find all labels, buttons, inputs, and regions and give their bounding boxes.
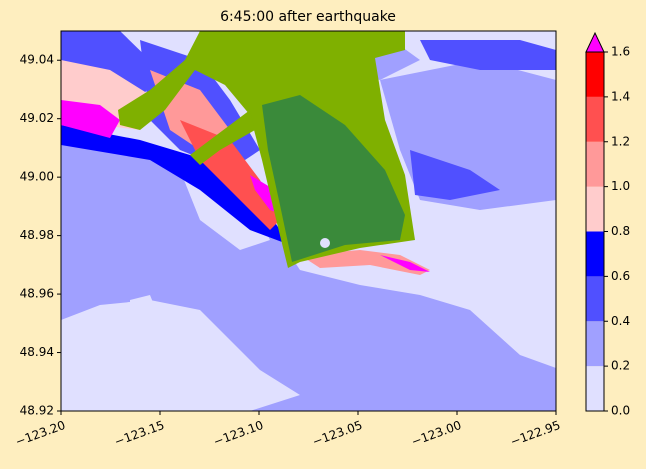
x-tick-label: −123.05 <box>311 418 365 449</box>
colorbar-band <box>586 231 604 277</box>
colorbar-band <box>586 276 604 322</box>
colorbar-tick-label: 0.8 <box>611 224 630 238</box>
x-tick-label: −123.10 <box>212 418 266 449</box>
colorbar-tick-label: 1.2 <box>611 134 630 148</box>
y-tick-label: 48.98 <box>20 228 54 242</box>
colorbar-band <box>586 186 604 232</box>
colorbar-band <box>586 321 604 367</box>
colorbar-tick-label: 1.4 <box>611 89 630 103</box>
chart-title: 6:45:00 after earthquake <box>220 9 396 25</box>
colorbar-tick-label: 1.0 <box>611 179 630 193</box>
y-tick-label: 48.96 <box>20 287 54 301</box>
x-tick-label: −123.00 <box>410 418 464 449</box>
colorbar-band <box>586 52 604 97</box>
colorbar-band <box>586 141 604 187</box>
axes-frame <box>60 30 557 412</box>
colorbar-extend <box>585 31 605 53</box>
y-tick-label: 49.00 <box>20 170 54 184</box>
colorbar-band <box>586 366 604 411</box>
map-field <box>61 31 556 411</box>
y-tick-label: 48.92 <box>20 404 54 418</box>
y-tick-label: 49.02 <box>20 111 54 125</box>
colorbar-tick-label: 0.2 <box>611 359 630 373</box>
x-tick-label: −122.95 <box>509 418 563 449</box>
y-tick-label: 49.04 <box>20 53 54 67</box>
x-tick-label: −123.20 <box>14 418 68 449</box>
colorbar-tick-label: 0.4 <box>611 314 630 328</box>
colorbar-tick-label: 0.0 <box>611 404 630 418</box>
colorbar-tick-label: 0.6 <box>611 269 630 283</box>
x-tick-label: −123.15 <box>113 418 167 449</box>
y-tick-label: 48.94 <box>20 345 54 359</box>
colorbar-band <box>586 96 604 142</box>
colorbar-tick-label: 1.6 <box>611 45 630 59</box>
